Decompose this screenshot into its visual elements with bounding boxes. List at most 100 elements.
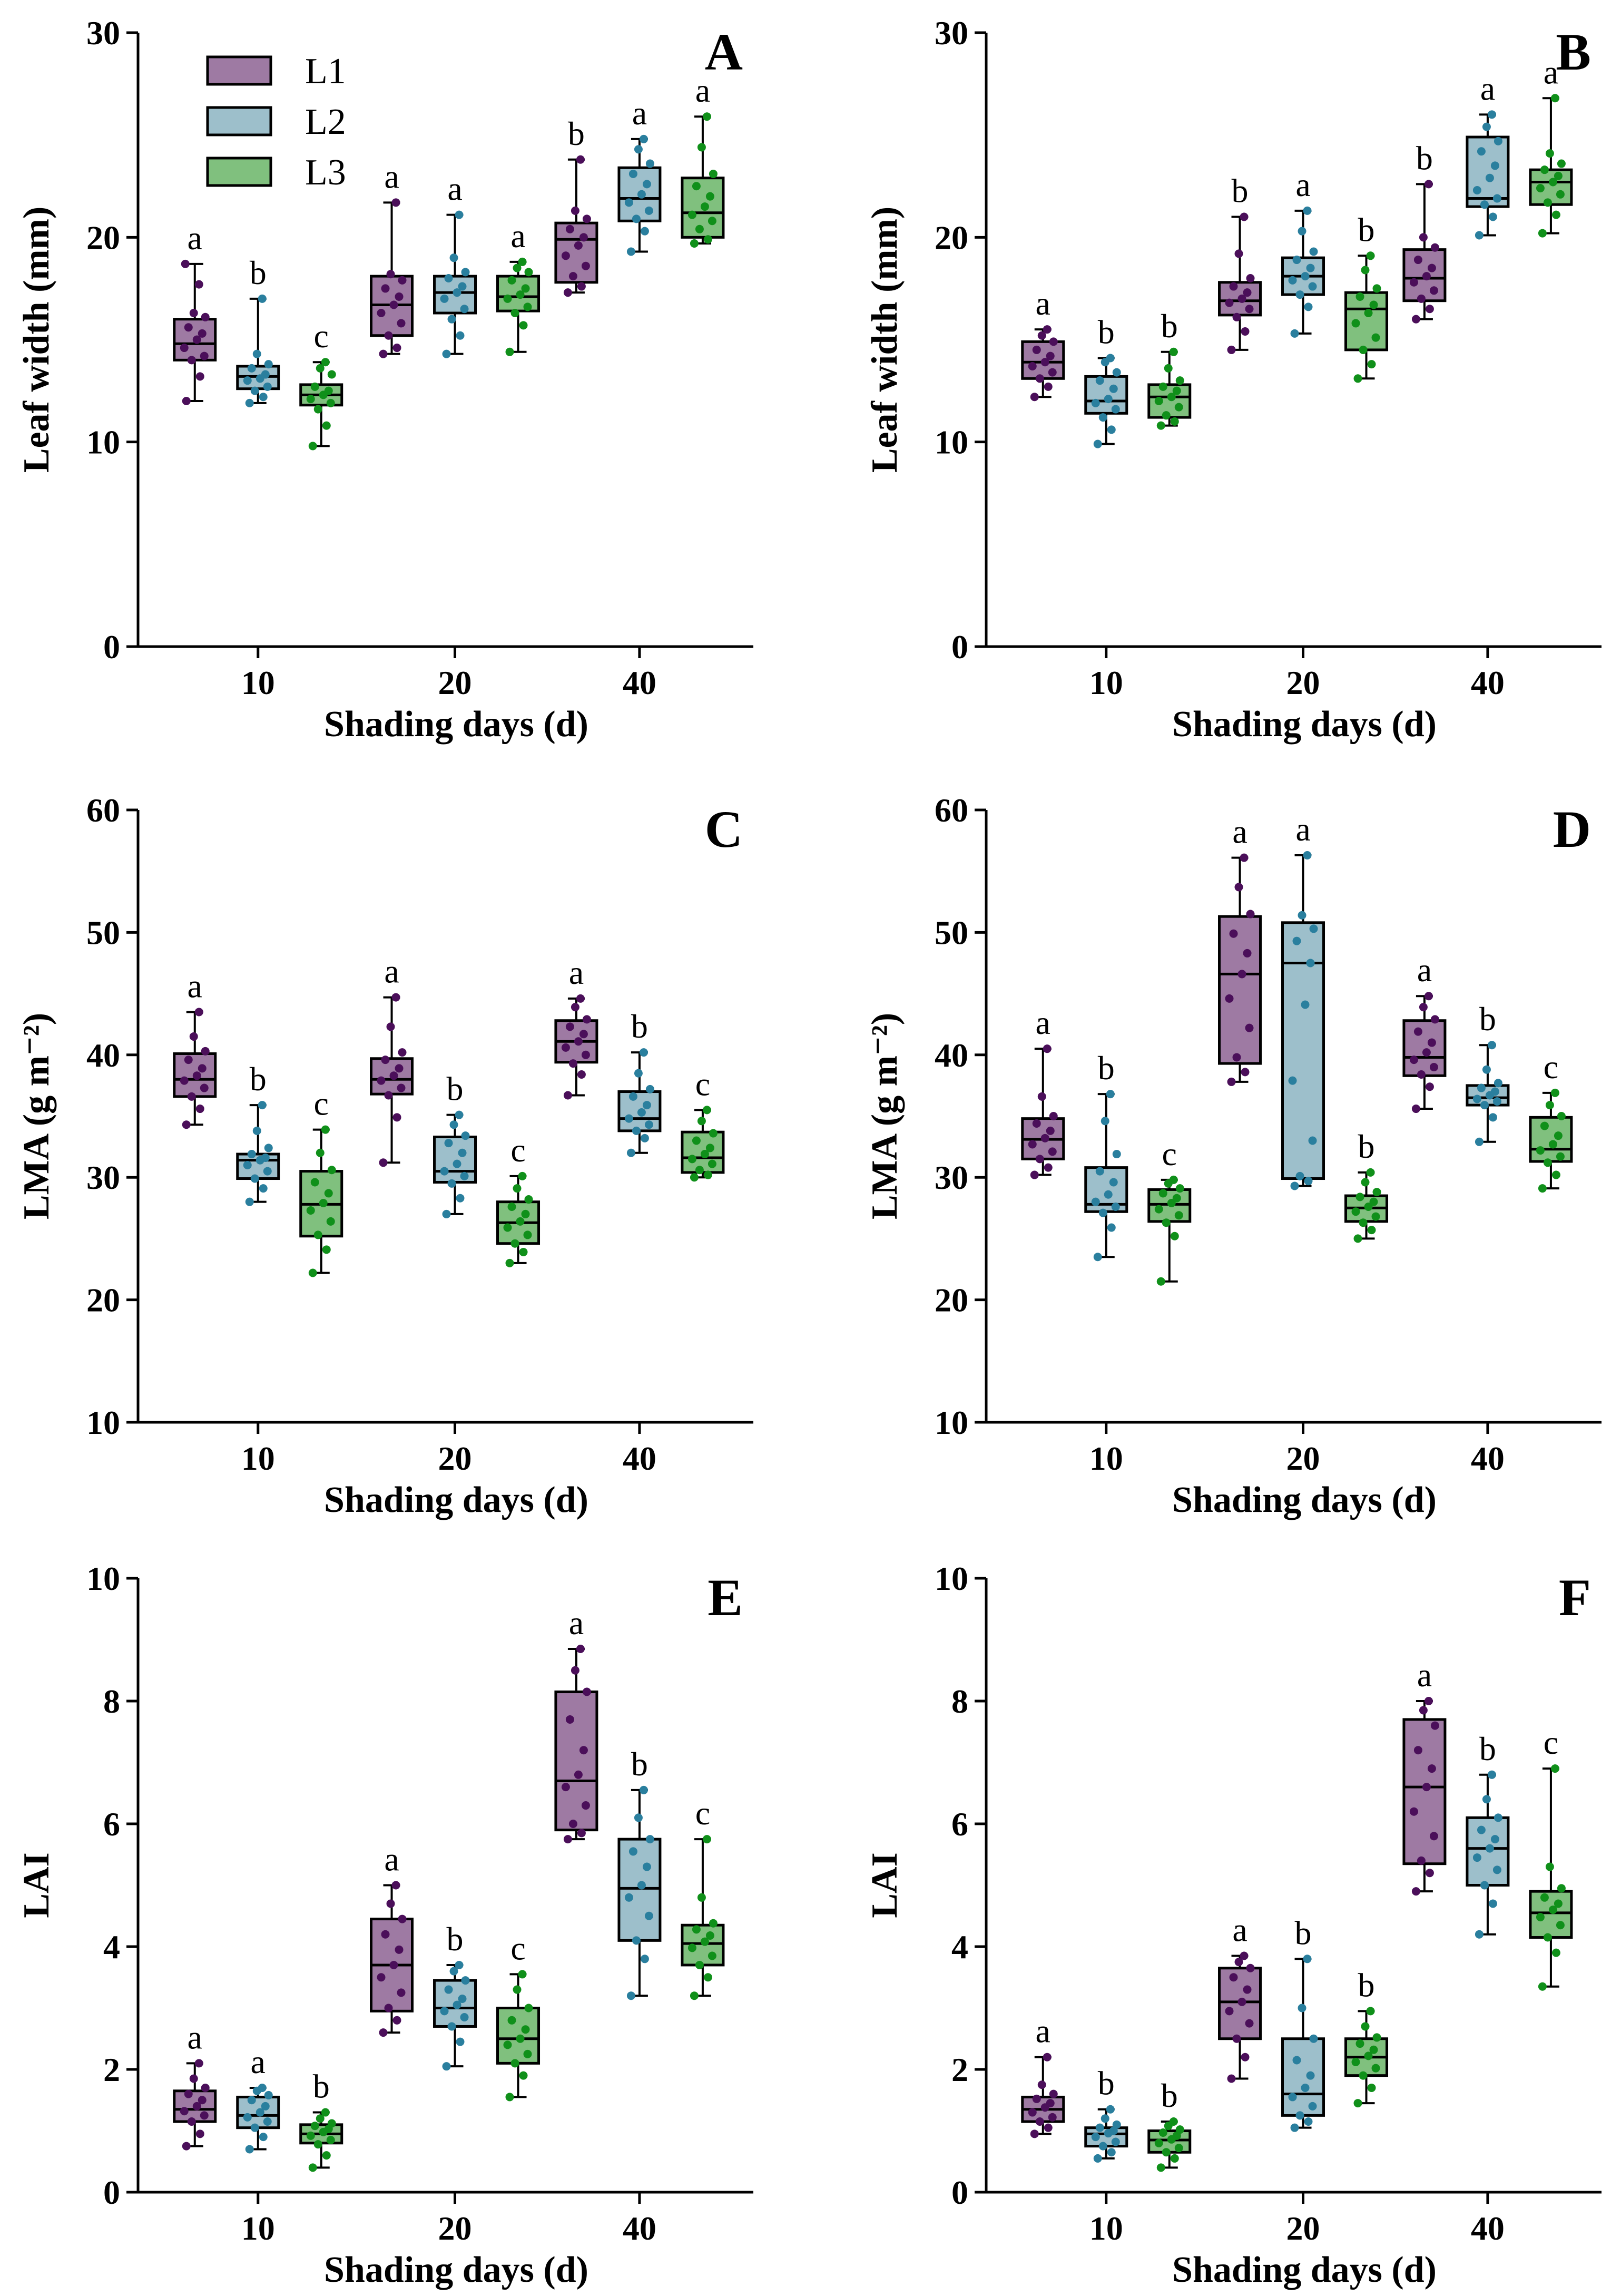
data-point [1494, 1079, 1502, 1088]
data-point [1369, 300, 1378, 309]
box-iqr [554, 1691, 598, 1832]
data-point [571, 1003, 579, 1012]
data-point [455, 1110, 464, 1119]
data-point [1494, 136, 1502, 145]
y-tick-label: 2 [103, 2051, 120, 2088]
significance-letter: b [1098, 313, 1115, 350]
data-point [322, 2151, 331, 2160]
data-point [563, 1091, 572, 1100]
data-point [1372, 1188, 1381, 1197]
data-point [1167, 1199, 1176, 1208]
data-point [456, 1194, 465, 1203]
y-axis-title: Leaf width (mm) [16, 207, 57, 473]
box-l3-day10: c [1147, 1135, 1192, 1286]
data-point [308, 1268, 317, 1277]
x-tick-label: 40 [1471, 1440, 1505, 1477]
data-point [1175, 376, 1184, 385]
data-point [1035, 374, 1044, 383]
legend-label-l3: L3 [305, 152, 346, 193]
data-point [1424, 992, 1433, 1001]
data-point [1091, 398, 1100, 407]
data-point [1480, 200, 1489, 209]
data-point [1043, 1044, 1052, 1053]
data-point [519, 1247, 528, 1256]
data-point [184, 323, 193, 332]
data-point [1046, 2099, 1055, 2108]
data-point [1554, 1131, 1563, 1140]
data-point [264, 1144, 273, 1152]
data-point [1366, 2007, 1375, 2016]
data-point [1037, 331, 1046, 340]
data-point [1371, 333, 1380, 342]
data-point [1172, 1194, 1181, 1203]
legend-swatch-l3 [206, 157, 272, 187]
data-point [377, 1973, 386, 1982]
data-point [709, 169, 718, 178]
data-point [1037, 1092, 1046, 1101]
data-point [705, 1931, 714, 1940]
y-axis-title: LAI [864, 1852, 905, 1918]
data-point [1292, 256, 1301, 265]
box-l1-day10: a [1021, 1004, 1065, 1179]
data-point [201, 2083, 210, 2092]
data-point [581, 1801, 590, 1810]
data-point [705, 192, 714, 201]
data-point [634, 1813, 643, 1822]
data-point [381, 1930, 390, 1939]
data-point [640, 1134, 649, 1142]
significance-letter: b [1358, 1966, 1375, 2004]
box-l1-day40: a [1402, 951, 1447, 1113]
data-point [1304, 1177, 1313, 1186]
data-point [1245, 305, 1254, 314]
box-l1-day20: a [1218, 813, 1262, 1086]
data-point [1158, 2128, 1167, 2137]
data-point [1475, 1137, 1484, 1146]
box-iqr [1344, 291, 1389, 351]
data-point [503, 294, 512, 303]
significance-letter: a [188, 967, 202, 1004]
data-point [1551, 1948, 1560, 1957]
data-point [1488, 1899, 1497, 1908]
data-point [322, 421, 331, 430]
y-tick-label: 0 [103, 628, 120, 666]
data-point [187, 356, 196, 365]
data-point [524, 268, 533, 277]
box-iqr [617, 1838, 662, 1942]
data-point [1169, 347, 1178, 356]
data-point [1295, 290, 1304, 299]
data-point [697, 1893, 706, 1902]
data-point [1353, 1234, 1362, 1243]
data-point [697, 1117, 706, 1126]
data-point [624, 198, 633, 207]
data-point [1043, 325, 1052, 334]
data-point [1225, 994, 1234, 1003]
data-point [1551, 1170, 1560, 1179]
data-point [1419, 233, 1428, 242]
x-axis-title: Shading days (d) [324, 1480, 588, 1520]
data-point [201, 312, 210, 321]
data-point [316, 364, 325, 373]
panel-letter: B [1556, 23, 1591, 81]
data-point [1554, 1899, 1563, 1908]
significance-letter: b [447, 1920, 464, 1958]
data-point [1430, 243, 1439, 252]
data-point [582, 214, 591, 223]
x-tick-label: 40 [623, 1440, 656, 1477]
data-point [189, 309, 198, 318]
data-point [1361, 266, 1370, 275]
data-point [518, 1171, 527, 1180]
data-point [640, 1955, 649, 1963]
data-point [1536, 1913, 1545, 1922]
data-point [1536, 184, 1545, 193]
data-point [392, 344, 401, 353]
box-iqr [1084, 375, 1128, 415]
data-point [1237, 294, 1246, 303]
data-point [195, 2129, 204, 2138]
box-l1-day10: a [173, 967, 217, 1129]
data-point [524, 2004, 533, 2012]
data-point [1490, 1087, 1499, 1096]
data-point [458, 282, 467, 291]
box-iqr [1402, 1019, 1447, 1077]
data-point [447, 1179, 456, 1188]
data-point [258, 294, 267, 303]
